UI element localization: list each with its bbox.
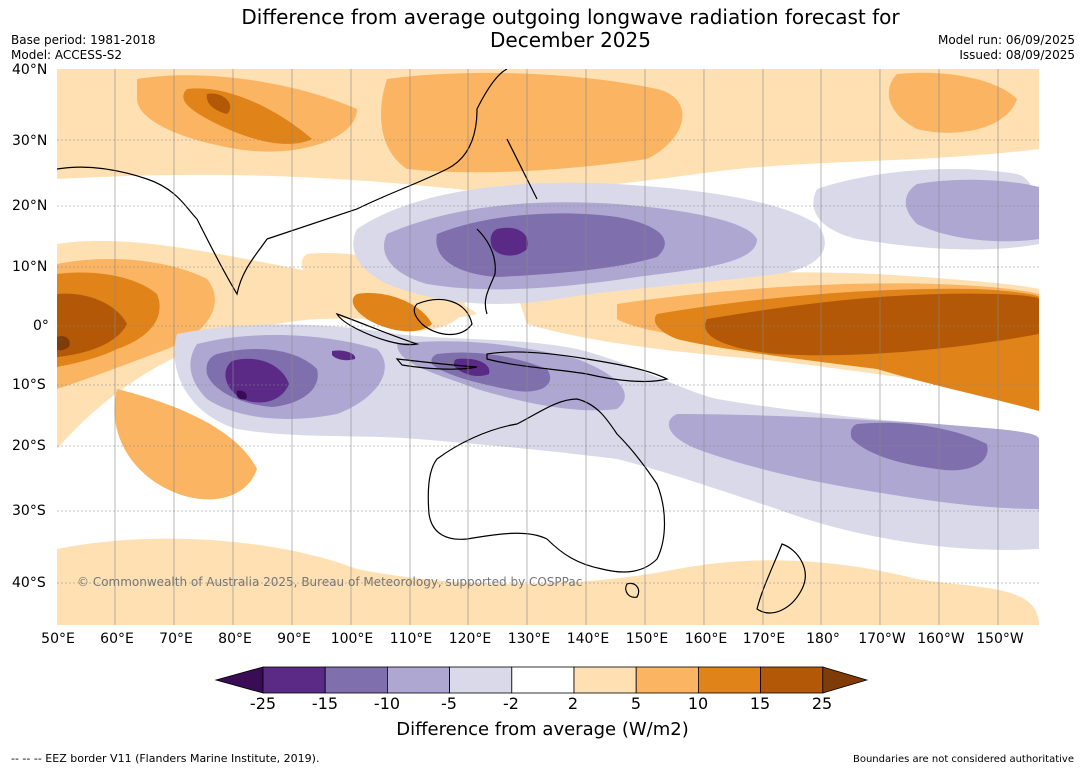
model-run-label: Model run: 06/09/2025 bbox=[937, 33, 1075, 47]
colorbar-cell bbox=[386, 666, 450, 694]
lon-label-180: 180° bbox=[806, 631, 840, 647]
colorbar-extend-low bbox=[214, 666, 264, 694]
colorbar-tick: 10 bbox=[687, 694, 709, 713]
colorbar-cell bbox=[449, 666, 513, 694]
coastlines bbox=[57, 69, 806, 614]
copyright-notice: © Commonwealth of Australia 2025, Bureau… bbox=[77, 575, 582, 589]
lat-label-20n: 20°N bbox=[12, 198, 48, 214]
lon-label-150w: 150°W bbox=[976, 631, 1024, 647]
lon-label-160w: 160°W bbox=[917, 631, 965, 647]
colorbar-tick: 5 bbox=[630, 694, 642, 713]
colorbar-cell bbox=[511, 666, 575, 694]
positive-anomaly-fields bbox=[57, 69, 1039, 625]
japan-outline bbox=[506, 138, 538, 200]
colorbar-cell bbox=[635, 666, 699, 694]
colorbar-tick: -5 bbox=[441, 694, 457, 713]
colorbar-cell bbox=[573, 666, 637, 694]
lat-label-10s: 10°S bbox=[12, 377, 46, 393]
chart-title-line1: Difference from average outgoing longwav… bbox=[241, 5, 900, 29]
lon-label-80e: 80°E bbox=[218, 631, 252, 647]
colorbar-tick: -10 bbox=[373, 694, 401, 713]
new-zealand-outline bbox=[756, 543, 806, 614]
philippines-outline bbox=[476, 228, 496, 315]
lon-label-90e: 90°E bbox=[277, 631, 311, 647]
colorbar-legend bbox=[214, 666, 869, 694]
lon-label-50e: 50°E bbox=[41, 631, 75, 647]
colorbar-cell bbox=[324, 666, 388, 694]
arabia-outline bbox=[57, 166, 198, 220]
colorbar-extend-high bbox=[822, 666, 869, 694]
india-outline bbox=[196, 218, 268, 296]
australia-outline bbox=[427, 398, 666, 573]
issued-label: Issued: 08/09/2025 bbox=[959, 48, 1075, 62]
lat-label-40n: 40°N bbox=[12, 62, 48, 78]
boundaries-note: Boundaries are not considered authoritat… bbox=[852, 754, 1074, 765]
chart-title-line2: December 2025 bbox=[490, 28, 651, 52]
anomaly-map: © Commonwealth of Australia 2025, Bureau… bbox=[57, 69, 1039, 625]
asia-coast-outline bbox=[266, 69, 508, 240]
lat-label-30n: 30°N bbox=[12, 133, 48, 149]
lon-label-70e: 70°E bbox=[159, 631, 193, 647]
lon-label-140e: 140°E bbox=[566, 631, 610, 647]
colorbar-tick: -2 bbox=[503, 694, 519, 713]
colorbar-tick: -25 bbox=[249, 694, 277, 713]
colorbar-tick: 25 bbox=[811, 694, 833, 713]
lat-label-30s: 30°S bbox=[12, 503, 46, 519]
lon-label-170w: 170°W bbox=[858, 631, 906, 647]
sumatra-outline bbox=[335, 312, 420, 346]
lon-label-60e: 60°E bbox=[100, 631, 134, 647]
lat-label-40s: 40°S bbox=[12, 575, 46, 591]
lon-label-130e: 130°E bbox=[507, 631, 551, 647]
lon-label-120e: 120°E bbox=[448, 631, 492, 647]
colorbar-cell bbox=[760, 666, 824, 694]
colorbar-tick: 2 bbox=[567, 694, 579, 713]
lat-label-0: 0° bbox=[33, 318, 49, 334]
colorbar-tick: -15 bbox=[311, 694, 339, 713]
colorbar-cell bbox=[262, 666, 326, 694]
base-period-label: Base period: 1981-2018 bbox=[11, 33, 156, 47]
lon-label-160e: 160°E bbox=[684, 631, 728, 647]
model-label: Model: ACCESS-S2 bbox=[11, 48, 123, 62]
lat-label-10n: 10°N bbox=[12, 259, 48, 275]
lon-label-170e: 170°E bbox=[742, 631, 786, 647]
lon-label-110e: 110°E bbox=[389, 631, 433, 647]
colorbar-cell bbox=[697, 666, 761, 694]
colorbar-tick: 15 bbox=[749, 694, 771, 713]
colorbar-label: Difference from average (W/m2) bbox=[396, 719, 689, 740]
java-outline bbox=[395, 358, 478, 370]
lon-label-150e: 150°E bbox=[625, 631, 669, 647]
lon-label-100e: 100°E bbox=[330, 631, 374, 647]
eez-border-note: -- -- -- EEZ border V11 (Flanders Marine… bbox=[11, 752, 320, 765]
lat-label-20s: 20°S bbox=[12, 438, 46, 454]
borneo-outline bbox=[413, 299, 473, 336]
map-meridians bbox=[114, 69, 999, 625]
new-guinea-outline bbox=[486, 351, 669, 383]
tasmania-outline bbox=[625, 582, 640, 598]
